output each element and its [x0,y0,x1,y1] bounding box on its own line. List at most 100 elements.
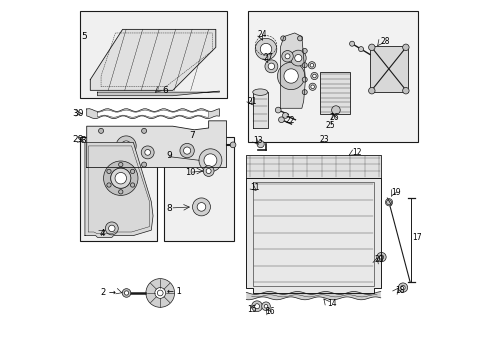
Circle shape [275,107,281,113]
Circle shape [192,198,210,216]
Text: 16: 16 [265,307,274,316]
Text: 8: 8 [166,204,172,213]
Circle shape [264,305,267,308]
Circle shape [122,289,131,297]
Circle shape [297,36,302,41]
Circle shape [285,54,289,59]
Polygon shape [280,33,305,108]
Text: 7: 7 [188,131,194,140]
Circle shape [309,63,313,67]
Circle shape [282,113,287,118]
Text: 21: 21 [247,96,257,105]
Circle shape [257,140,264,148]
Polygon shape [86,109,219,119]
Circle shape [142,162,146,167]
Text: 28: 28 [380,37,389,46]
Text: 5: 5 [81,32,87,41]
Circle shape [119,162,122,167]
Text: 26: 26 [328,113,338,122]
Circle shape [267,63,274,69]
Circle shape [278,117,284,123]
Circle shape [105,222,118,235]
Circle shape [157,290,163,296]
Polygon shape [246,155,380,178]
Circle shape [130,183,135,187]
Ellipse shape [252,89,267,95]
Circle shape [197,203,205,211]
Circle shape [106,169,111,174]
Text: 2 →: 2 → [101,288,116,297]
Circle shape [115,172,126,184]
Circle shape [119,190,122,194]
Text: 12: 12 [351,148,361,157]
Circle shape [99,162,103,167]
Text: 14: 14 [326,298,336,307]
Bar [162,139,190,164]
Bar [96,203,113,218]
Circle shape [141,146,154,159]
Text: 6: 6 [162,86,167,95]
Text: 25: 25 [325,121,335,130]
Circle shape [400,285,405,290]
Circle shape [116,136,136,156]
Circle shape [358,46,363,51]
Circle shape [251,301,262,312]
Circle shape [203,166,214,176]
Text: 20: 20 [373,256,383,265]
Circle shape [368,44,374,50]
Circle shape [402,87,408,94]
Circle shape [290,50,305,66]
Circle shape [121,141,131,151]
Text: 27: 27 [264,53,273,62]
Circle shape [206,168,211,174]
Circle shape [331,106,340,114]
Circle shape [349,41,354,46]
Text: 23: 23 [319,135,329,144]
Text: 10: 10 [185,168,195,177]
Circle shape [376,252,386,262]
Text: ← 1: ← 1 [167,287,182,296]
Circle shape [103,161,138,195]
Circle shape [110,168,131,188]
Circle shape [180,143,194,158]
Circle shape [230,142,235,148]
Circle shape [280,36,285,41]
Bar [80,12,226,98]
Circle shape [261,302,270,311]
Circle shape [277,62,304,90]
Text: 15: 15 [247,305,257,314]
Text: 11: 11 [249,183,259,192]
Circle shape [368,87,374,94]
Bar [97,132,151,164]
Text: 22: 22 [285,116,294,125]
Bar [369,45,407,92]
Polygon shape [246,178,380,293]
Polygon shape [86,121,226,167]
Circle shape [110,168,131,188]
Circle shape [99,129,103,134]
Bar [319,72,349,114]
Bar [163,137,233,241]
Circle shape [398,283,407,292]
Text: 24: 24 [257,30,267,39]
Circle shape [379,255,383,259]
Circle shape [264,60,277,73]
Polygon shape [85,142,153,237]
Circle shape [260,43,271,55]
Text: 29: 29 [72,135,83,144]
Circle shape [312,74,316,78]
Circle shape [386,200,391,205]
Circle shape [203,154,217,167]
Circle shape [308,83,316,90]
Circle shape [183,147,190,154]
Text: 3: 3 [80,136,86,145]
Text: 4: 4 [99,229,104,238]
Polygon shape [97,110,208,117]
Polygon shape [97,91,219,96]
Circle shape [294,54,301,62]
Text: 9: 9 [166,151,172,160]
Circle shape [254,304,259,309]
Circle shape [144,149,150,155]
Text: 17: 17 [411,233,421,242]
Circle shape [308,62,315,69]
